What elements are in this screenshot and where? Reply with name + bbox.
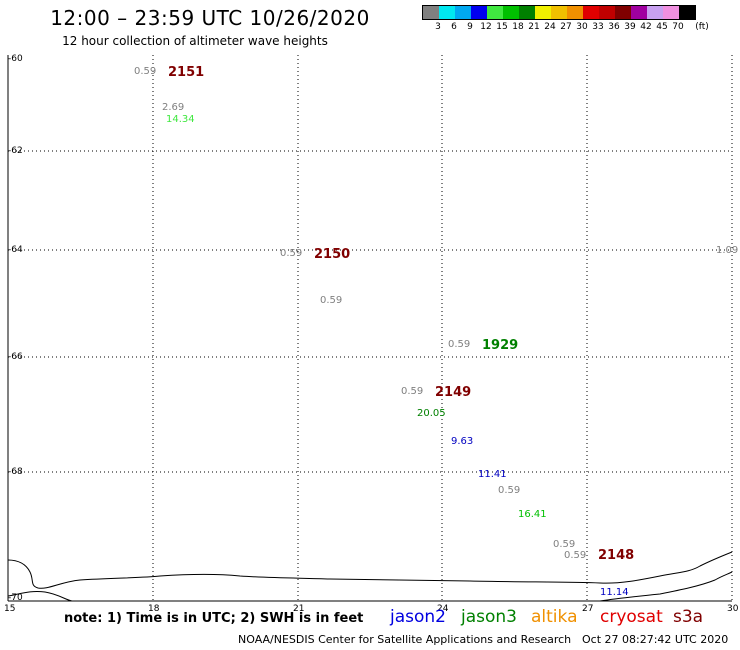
swh-value: 0.59 — [280, 248, 303, 259]
lat-label-70: -70 — [8, 593, 23, 603]
legend-swatch — [679, 6, 695, 19]
legend-tick-label: 36 — [608, 22, 620, 32]
legend-swatch — [567, 6, 583, 19]
legend-swatch — [535, 6, 551, 19]
map-plot — [7, 55, 733, 602]
legend-tick-label: 70 — [672, 22, 684, 32]
swh-value: 0.59 — [134, 66, 157, 77]
lat-gridlines — [8, 150, 732, 473]
legend-swatches — [422, 5, 696, 20]
legend-tick-label: 6 — [451, 22, 457, 32]
lat-label-66: -66 — [8, 352, 23, 362]
satellite-s3a: s3a — [673, 607, 704, 627]
credit-line: NOAA/NESDIS Center for Satellite Applica… — [238, 633, 572, 646]
legend-tick-label: 15 — [496, 22, 508, 32]
legend-swatch — [455, 6, 471, 19]
legend-swatch — [583, 6, 599, 19]
legend-swatch — [423, 6, 439, 19]
legend-swatch — [487, 6, 503, 19]
pass-number: 2148 — [598, 548, 635, 563]
lon-label-27: 27 — [582, 604, 594, 614]
coastline — [7, 551, 733, 589]
legend-swatch — [615, 6, 631, 19]
legend-tick-label: 21 — [528, 22, 540, 32]
swh-value: 2.69 — [162, 102, 185, 113]
page-title: 12:00 – 23:59 UTC 10/26/2020 — [50, 6, 370, 30]
legend-swatch — [647, 6, 663, 19]
footer-note: note: 1) Time is in UTC; 2) SWH is in fe… — [64, 611, 364, 626]
legend-tick-label: 27 — [560, 22, 572, 32]
swh-value: 0.59 — [564, 550, 587, 561]
swh-value: 1.09 — [716, 245, 739, 256]
satellite-cryosat: cryosat — [600, 607, 663, 627]
satellite-jason2: jason2 — [390, 607, 446, 627]
swh-value: 0.59 — [401, 386, 424, 397]
swh-value: 11.14 — [600, 587, 629, 598]
swh-value: 14.34 — [166, 114, 195, 125]
legend-swatch — [663, 6, 679, 19]
swh-value: 0.59 — [553, 539, 576, 550]
lat-label-60: -60 — [8, 54, 23, 64]
legend-tick-label: 24 — [544, 22, 556, 32]
legend-unit: (ft) — [695, 22, 709, 32]
pass-number: 2151 — [168, 65, 205, 80]
swh-value: 0.59 — [498, 485, 521, 496]
pass-number: 1929 — [482, 338, 519, 353]
page-subtitle: 12 hour collection of altimeter wave hei… — [62, 34, 328, 48]
legend-tick-label: 42 — [640, 22, 652, 32]
legend-swatch — [631, 6, 647, 19]
swh-value: 20.05 — [417, 408, 446, 419]
lon-label-21: 21 — [293, 604, 305, 614]
swh-value: 0.59 — [320, 295, 343, 306]
lon-label-15: 15 — [4, 604, 16, 614]
legend-tick-label: 18 — [512, 22, 524, 32]
legend-tick-label: 39 — [624, 22, 636, 32]
lat-label-68: -68 — [8, 467, 23, 477]
lon-gridlines — [152, 55, 733, 601]
legend-tick-label: 45 — [656, 22, 668, 32]
legend-ticks: 3 6 9 12 15 18 21 24 27 30 33 36 39 42 45 70 (ft) — [422, 20, 709, 34]
legend-tick-label: 3 — [435, 22, 441, 32]
lon-label-24: 24 — [437, 604, 449, 614]
satellite-altika: altika — [531, 607, 578, 627]
legend-swatch — [551, 6, 567, 19]
legend-swatch — [599, 6, 615, 19]
pass-number: 2150 — [314, 247, 351, 262]
swh-value: 16.41 — [518, 509, 547, 520]
swh-value: 9.63 — [451, 436, 474, 447]
generation-timestamp: Oct 27 08:27:42 UTC 2020 — [582, 633, 729, 646]
legend-swatch — [471, 6, 487, 19]
color-legend: 3 6 9 12 15 18 21 24 27 30 33 36 39 42 45 70 (ft) — [422, 5, 709, 34]
legend-tick-label: 12 — [480, 22, 492, 32]
legend-tick-label: 33 — [592, 22, 604, 32]
lat-label-62: -62 — [8, 146, 23, 156]
swh-value: 0.59 — [448, 339, 471, 350]
lon-label-18: 18 — [148, 604, 160, 614]
legend-tick-label: 9 — [467, 22, 473, 32]
legend-tick-label: 30 — [576, 22, 588, 32]
lat-label-64: -64 — [8, 245, 23, 255]
legend-swatch — [439, 6, 455, 19]
satellite-jason3: jason3 — [461, 607, 517, 627]
coastline-inner — [7, 571, 733, 602]
lon-label-30: 30 — [727, 604, 739, 614]
pass-number: 2149 — [435, 385, 472, 400]
legend-swatch — [503, 6, 519, 19]
legend-swatch — [519, 6, 535, 19]
swh-value: 11.41 — [478, 469, 507, 480]
